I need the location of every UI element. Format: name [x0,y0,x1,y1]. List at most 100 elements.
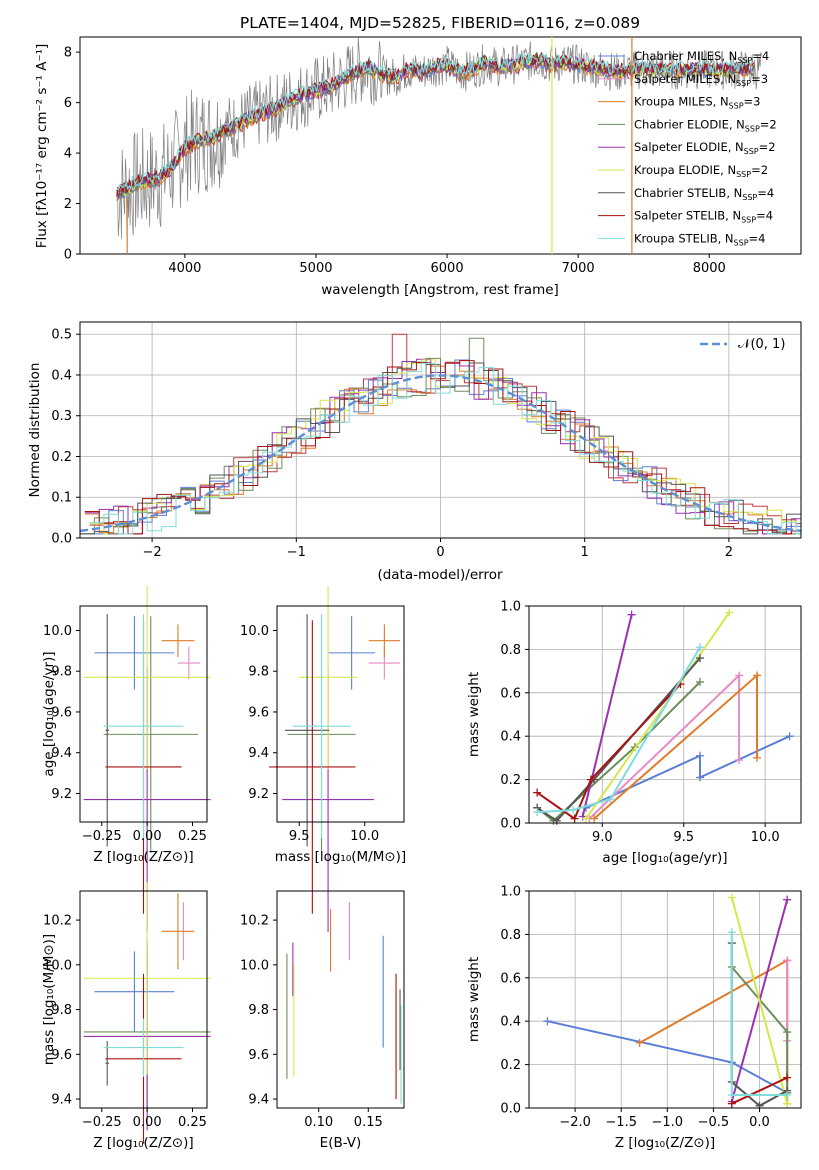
panel-frame [276,605,405,823]
y-tick-label: 4 [64,147,72,162]
x-tick-label: 9.5 [673,830,694,845]
y-tick-label: 0.3 [51,409,72,424]
y-tick-label: 10.2 [43,914,72,929]
y-tick-label: 9.4 [248,746,269,761]
plus-marker [627,610,636,619]
residual-panel: −2 −1 0 1 2 0.0 0.1 0.2 0.3 0.4 0.5 (data-model)/e… [27,321,802,583]
plus-marker [570,814,579,823]
weight-line [730,897,789,1104]
x-axis-label: mass [log₁₀(M/M⊙)] [275,849,406,865]
y-tick-label: 9.8 [51,1003,72,1018]
residual-xlabel: (data-model)/error [377,567,503,583]
x-tick-label: −0.25 [82,829,122,844]
x-tick-label: −2.0 [559,1115,591,1130]
plus-marker [533,808,542,817]
legend-label: Kroupa STELIB, NSSP=4 [634,231,765,247]
x-tick-label: 0.0 [749,1115,770,1130]
legend-label: Salpeter ELODIE, NSSP=2 [634,140,776,156]
weight-line [731,1076,788,1105]
plus-marker [783,1099,792,1108]
residual-ylabel: Normed distribution [27,363,43,498]
plus-marker [543,1017,552,1026]
y-tick-label: 0.1 [51,491,72,506]
residual-step-line [89,362,801,535]
plus-marker [783,1028,792,1037]
y-tick-label: 0.6 [500,686,521,701]
x-tick-label: 0.00 [133,1115,162,1130]
x-tick-label: −1 [287,545,306,560]
x-tick-label: −0.25 [82,1115,122,1130]
plus-marker [533,788,542,797]
plus-marker [735,671,744,680]
legend-label: Chabrier ELODIE, NSSP=2 [634,117,777,133]
y-tick-label: 9.4 [51,746,72,761]
x-tick-label: 6000 [431,261,464,276]
model-spectrum-line [116,52,755,197]
plus-marker [582,814,591,823]
x-tick-label: 0.15 [354,1115,383,1130]
legend-label: Kroupa MILES, NSSP=3 [634,95,760,111]
plus-marker [783,895,792,904]
y-axis-label: mass weight [466,957,482,1042]
age-vs-mass-panel: 9.5 10.0 9.2 9.4 9.6 9.8 10.0 mass [log₁₀(M/M⊙)… [240,585,406,933]
x-tick-label: 4000 [168,261,201,276]
x-tick-label: 9.0 [592,830,613,845]
y-tick-label: 10.0 [240,958,269,973]
parameter-panels: −0.25 0.00 0.25 9.2 9.4 9.6 9.8 10.0 Z [log₁₀(Z/… [41,585,802,1151]
x-tick-label: −1.5 [605,1115,637,1130]
plus-marker [727,1090,736,1099]
y-tick-label: 2 [64,197,72,212]
plus-marker [725,608,734,617]
residual-ticks: −2 −1 0 1 2 0.0 0.1 0.2 0.3 0.4 0.5 [51,328,733,560]
plus-marker [785,732,794,741]
y-tick-label: 0.6 [500,971,521,986]
x-axis-label: Z [log₁₀(Z/Z⊙)] [93,1135,193,1151]
panel-frame [79,890,208,1109]
y-tick-label: 0.8 [500,928,521,943]
model-spectra [116,37,755,254]
y-tick-label: 0.4 [51,368,72,383]
x-tick-label: 0.25 [178,829,207,844]
y-tick-label: 9.6 [248,1048,269,1063]
y-tick-label: 6 [64,96,72,111]
weight-line [536,683,682,821]
weight-line [593,673,758,820]
y-tick-label: 9.4 [51,1093,72,1108]
y-tick-label: 1.0 [500,600,521,615]
y-tick-label: 9.2 [248,787,269,802]
spectrum-ylabel: Flux [fλ10⁻¹⁷ erg cm⁻² s⁻¹ A⁻¹] [34,44,50,249]
legend-label: Salpeter MILES, NSSP=3 [634,72,768,88]
x-tick-label: 0.00 [133,829,162,844]
legend-label: Chabrier MILES, NSSP=4 [634,49,769,65]
y-axis-label: mass [log₁₀(M/M⊙)] [41,934,57,1065]
spectrum-panel: 4000 5000 6000 7000 8000 0 2 4 6 8 wavelength [An… [34,36,802,298]
legend-label: Chabrier STELIB, NSSP=4 [634,186,774,202]
plus-marker [735,756,744,765]
mass-vs-EBV-panel: 0.10 0.15 9.4 9.6 9.8 10.0 10.2 E(B-V) [240,890,405,1151]
mass-weight-vs-age-panel: 9.0 9.5 10.0 0.0 0.2 0.4 0.6 0.8 1.0 age [log₁₀(a… [466,600,802,866]
y-tick-label: 0.0 [500,817,521,832]
plus-marker [783,1090,792,1099]
y-tick-label: 9.4 [248,1093,269,1108]
y-tick-label: 9.8 [248,665,269,680]
plus-marker [783,1073,792,1082]
y-tick-label: 9.6 [51,1048,72,1063]
y-tick-label: 0.2 [500,773,521,788]
plus-marker [635,1038,644,1047]
plus-marker [696,643,705,652]
y-tick-label: 9.8 [51,665,72,680]
plus-marker [696,677,705,686]
spectrum-legend: Chabrier MILES, NSSP=4 Salpeter MILES, NS… [598,49,777,247]
y-tick-label: 8 [64,46,72,61]
y-tick-label: 10.0 [240,624,269,639]
x-tick-label: 0.10 [304,1115,333,1130]
y-tick-label: 0.2 [51,450,72,465]
gaussian-legend-label: 𝒩(0, 1) [738,337,785,352]
spectrum-frame [79,36,802,255]
x-axis-label: Z [log₁₀(Z/Z⊙)] [93,849,193,865]
x-tick-label: 2 [725,545,733,560]
plus-marker [727,1099,736,1108]
x-axis-label: E(B-V) [320,1135,362,1151]
y-tick-label: 10.0 [43,624,72,639]
